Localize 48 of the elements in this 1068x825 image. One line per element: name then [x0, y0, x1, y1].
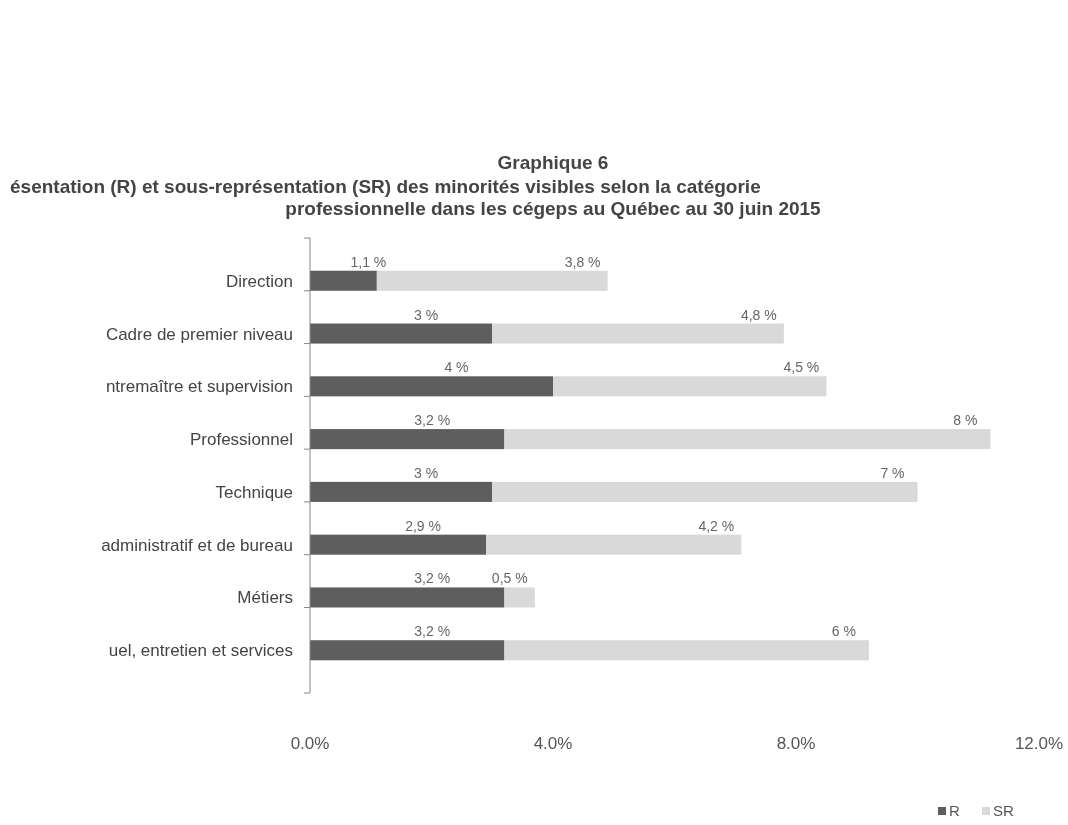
y-tick-label: uel, entretien et services	[108, 641, 293, 661]
x-tick-label: 0.0%	[290, 734, 330, 753]
y-tick-label: Technique	[215, 482, 293, 502]
chart-title: Graphique 6	[497, 152, 609, 173]
data-label: 3,2 %	[414, 412, 451, 429]
data-label: 3 %	[414, 464, 439, 481]
bar	[504, 640, 869, 661]
data-label: 4,5 %	[783, 359, 820, 376]
bar	[310, 534, 487, 555]
data-label: 3,2 %	[414, 570, 451, 587]
data-label: 0,5 %	[491, 570, 528, 587]
bar	[310, 270, 377, 291]
data-label: 3 %	[414, 306, 439, 323]
bar	[492, 323, 784, 344]
y-tick-label: Direction	[225, 271, 293, 291]
bar	[310, 323, 493, 344]
y-tick-label: administratif et de bureau	[101, 535, 293, 555]
bar	[504, 429, 991, 450]
legend-label: R	[949, 802, 960, 819]
data-label: 6 %	[831, 623, 856, 640]
bar	[310, 587, 505, 608]
bar	[310, 376, 553, 397]
data-label: 7 %	[880, 464, 905, 481]
x-tick-label: 12.0%	[1014, 734, 1064, 753]
data-label: 1,1 %	[350, 253, 387, 270]
bar	[504, 587, 535, 608]
data-label: 3,2 %	[414, 623, 451, 640]
x-tick-label: 4.0%	[533, 734, 573, 753]
data-label: 4 %	[444, 359, 469, 376]
bar	[310, 429, 505, 450]
bar	[492, 481, 918, 502]
x-tick-label: 8.0%	[776, 734, 816, 753]
data-label: 3,8 %	[564, 253, 601, 270]
data-label: 4,8 %	[740, 306, 777, 323]
data-label: 8 %	[953, 412, 978, 429]
data-label: 2,9 %	[405, 517, 441, 534]
y-tick-label: Professionnel	[189, 430, 293, 450]
data-label: 4,2 %	[698, 517, 735, 534]
bar	[310, 481, 493, 502]
bar	[553, 376, 827, 397]
y-tick-label: ntremaître et supervision	[105, 377, 293, 397]
y-tick-label: Cadre de premier niveau	[105, 324, 293, 344]
bar	[310, 640, 505, 661]
legend-label: SR	[993, 802, 1014, 819]
bar	[376, 270, 608, 291]
chart-subtitle: ésentation (R) et sous-représentation (SR) des minorités visibles selon la catégorie professionnelle dans les cégeps au Québec au 30 juin 2015	[10, 176, 822, 219]
y-tick-label: Métiers	[237, 588, 293, 608]
bar	[486, 534, 742, 555]
